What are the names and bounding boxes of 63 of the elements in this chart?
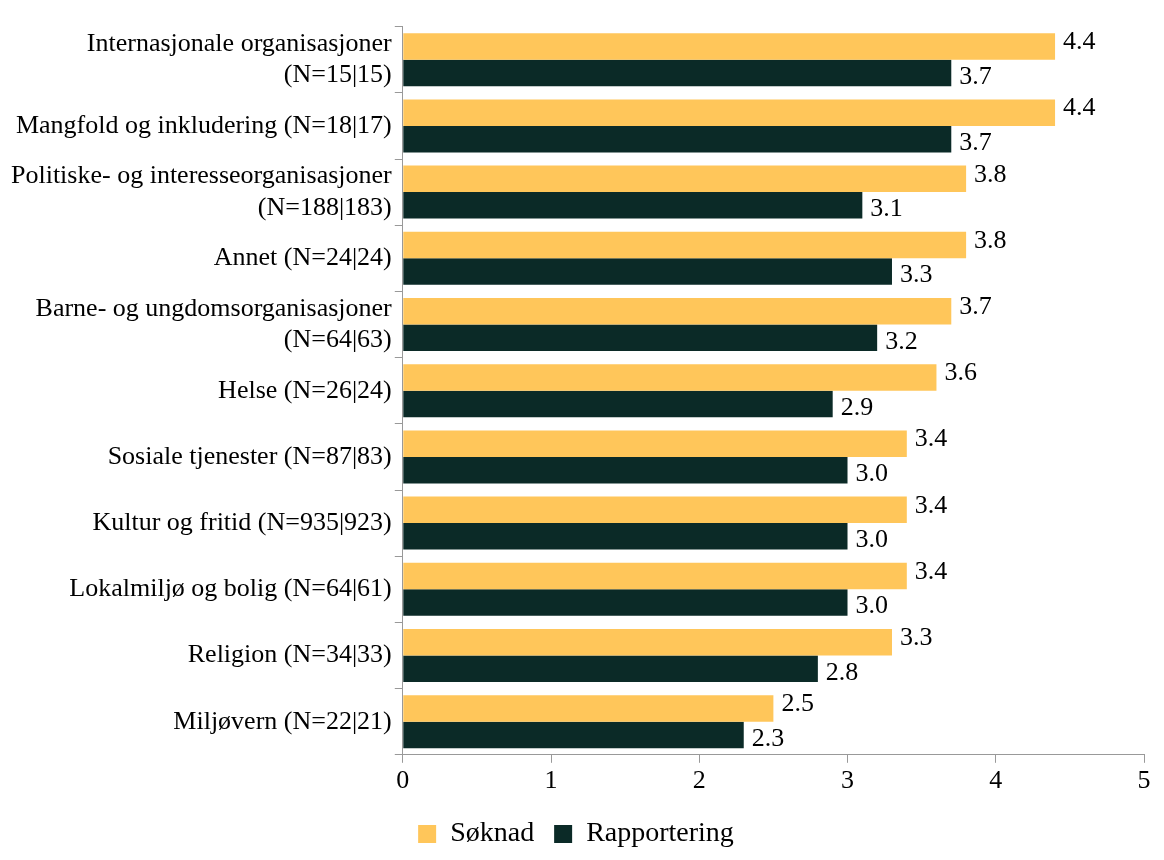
bar bbox=[403, 258, 892, 285]
bar bbox=[403, 192, 863, 219]
x-tick-label: 0 bbox=[396, 765, 410, 795]
data-label: 3.0 bbox=[855, 590, 889, 620]
bar bbox=[403, 298, 952, 325]
data-label: 3.7 bbox=[959, 60, 992, 90]
data-label: 4.4 bbox=[1063, 26, 1096, 56]
y-tick-label: Religion (N=34|33) bbox=[187, 639, 392, 669]
data-label: 3.0 bbox=[855, 524, 889, 554]
x-tick-label: 2 bbox=[692, 765, 706, 795]
data-label: 3.7 bbox=[959, 291, 992, 321]
data-label: 2.9 bbox=[840, 391, 874, 421]
bar bbox=[403, 629, 892, 656]
data-label: 2.3 bbox=[751, 722, 785, 752]
legend-label: Rapportering bbox=[586, 816, 734, 848]
x-tick-label: 3 bbox=[841, 765, 855, 795]
data-label: 3.6 bbox=[944, 357, 977, 387]
y-tick-label: Kultur og fritid (N=935|923) bbox=[92, 506, 392, 536]
bar bbox=[403, 456, 848, 484]
bar bbox=[403, 655, 818, 682]
y-tick-label: Politiske- og interesseorganisasjoner (N=188|183) bbox=[10, 160, 393, 221]
data-label: 2.5 bbox=[781, 688, 814, 718]
bar bbox=[403, 390, 833, 418]
data-label: 3.4 bbox=[914, 555, 948, 585]
data-label: 3.7 bbox=[959, 126, 992, 156]
y-tick-label: Annet (N=24|24) bbox=[213, 242, 392, 272]
data-label: 3.8 bbox=[974, 224, 1007, 254]
bar bbox=[403, 59, 952, 87]
data-label: 3.8 bbox=[974, 158, 1007, 188]
bar bbox=[403, 721, 744, 749]
data-label: 4.4 bbox=[1063, 92, 1096, 122]
bar bbox=[403, 165, 967, 193]
bar bbox=[403, 324, 878, 351]
data-label: 2.8 bbox=[825, 656, 859, 686]
bar bbox=[403, 496, 907, 524]
bar bbox=[403, 125, 952, 153]
bar bbox=[403, 562, 907, 590]
x-tick-label: 1 bbox=[544, 765, 558, 795]
data-label: 3.0 bbox=[855, 457, 889, 487]
y-tick-label: Sosiale tjenester (N=87|83) bbox=[107, 440, 392, 470]
bar bbox=[403, 364, 937, 391]
y-tick-label: Mangfold og inkludering (N=18|17) bbox=[15, 109, 392, 139]
data-label: 3.4 bbox=[914, 489, 948, 519]
y-tick-label: Internasjonale organisasjoner (N=15|15) bbox=[86, 27, 393, 89]
data-label: 3.2 bbox=[885, 325, 918, 355]
bar bbox=[403, 589, 848, 616]
data-label: 3.3 bbox=[899, 622, 933, 652]
bar bbox=[403, 523, 848, 550]
data-label: 3.3 bbox=[899, 259, 933, 289]
bar bbox=[403, 33, 1056, 60]
bar bbox=[403, 430, 907, 457]
data-label: 3.4 bbox=[914, 423, 948, 453]
x-tick-label: 4 bbox=[989, 765, 1003, 795]
bar bbox=[403, 99, 1056, 126]
bar bbox=[403, 231, 967, 259]
legend-label: Søknad bbox=[450, 816, 535, 848]
y-tick-label: Helse (N=26|24) bbox=[218, 374, 392, 404]
y-tick-label: Barne- og ungdomsorganisasjoner (N=64|63) bbox=[35, 292, 393, 353]
x-tick-label: 5 bbox=[1137, 765, 1151, 795]
data-label: 3.1 bbox=[870, 193, 903, 223]
y-tick-label: Lokalmiljø og bolig (N=64|61) bbox=[69, 573, 392, 603]
y-tick-label: Miljøvern (N=22|21) bbox=[173, 705, 392, 735]
bar bbox=[403, 695, 774, 722]
